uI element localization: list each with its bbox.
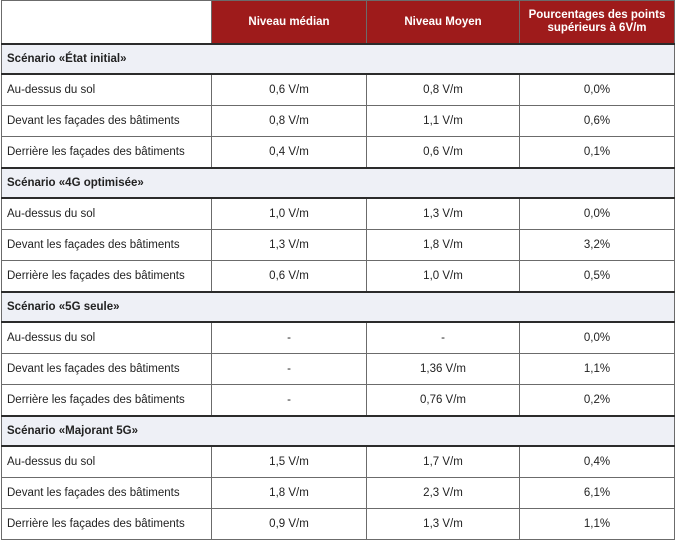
row-label-cell: Devant les façades des bâtiments xyxy=(1,229,212,261)
table-row: Au-dessus du sol 0,6 V/m 0,8 V/m 0,0% xyxy=(1,73,675,106)
scenario-header-row: Scénario «Majorant 5G» xyxy=(1,415,675,447)
median-value-cell: 1,5 V/m xyxy=(211,445,367,478)
row-label-cell: Au-dessus du sol xyxy=(1,445,212,478)
moyen-value-cell: 0,6 V/m xyxy=(366,136,520,169)
percentage-value-cell: 0,0% xyxy=(519,321,675,354)
moyen-value-cell: 1,3 V/m xyxy=(366,197,520,230)
results-table: Niveau médian Niveau Moyen Pourcentages … xyxy=(1,0,675,540)
row-label-cell: Derrière les façades des bâtiments xyxy=(1,508,212,540)
moyen-value-cell: 0,8 V/m xyxy=(366,73,520,106)
percentage-value-cell: 0,0% xyxy=(519,73,675,106)
table-row: Au-dessus du sol 1,5 V/m 1,7 V/m 0,4% xyxy=(1,445,675,478)
scenario-title: Scénario «État initial» xyxy=(1,43,675,75)
median-value-cell: - xyxy=(211,384,367,417)
row-label-cell: Devant les façades des bâtiments xyxy=(1,353,212,385)
moyen-value-cell: 1,1 V/m xyxy=(366,105,520,137)
table-row: Derrière les façades des bâtiments 0,9 V/… xyxy=(1,508,675,540)
table-row: Derrière les façades des bâtiments 0,4 V/… xyxy=(1,136,675,169)
table-body: Scénario «État initial» Au-dessus du sol 0… xyxy=(1,43,675,540)
row-label-cell: Derrière les façades des bâtiments xyxy=(1,384,212,417)
scenario-title: Scénario «4G optimisée» xyxy=(1,167,675,199)
median-value-cell: 0,8 V/m xyxy=(211,105,367,137)
percentage-value-cell: 0,5% xyxy=(519,260,675,293)
percentage-value-cell: 0,0% xyxy=(519,197,675,230)
row-label-cell: Derrière les façades des bâtiments xyxy=(1,260,212,293)
moyen-value-cell: 0,76 V/m xyxy=(366,384,520,417)
row-label-cell: Au-dessus du sol xyxy=(1,197,212,230)
median-value-cell: - xyxy=(211,321,367,354)
table-row: Au-dessus du sol - -0,0% xyxy=(1,321,675,354)
percentage-value-cell: 0,2% xyxy=(519,384,675,417)
median-value-cell: 1,8 V/m xyxy=(211,477,367,509)
header-percentage: Pourcentages des points supérieurs à 6V/… xyxy=(519,0,675,45)
row-label-cell: Devant les façades des bâtiments xyxy=(1,105,212,137)
row-label-cell: Derrière les façades des bâtiments xyxy=(1,136,212,169)
median-value-cell: - xyxy=(211,353,367,385)
median-value-cell: 0,6 V/m xyxy=(211,260,367,293)
table-row: Derrière les façades des bâtiments 0,6 V/… xyxy=(1,260,675,293)
row-label-cell: Au-dessus du sol xyxy=(1,73,212,106)
median-value-cell: 0,9 V/m xyxy=(211,508,367,540)
header-empty-cell xyxy=(1,0,212,45)
percentage-value-cell: 0,6% xyxy=(519,105,675,137)
percentage-value-cell: 1,1% xyxy=(519,508,675,540)
moyen-value-cell: - xyxy=(366,321,520,354)
percentage-value-cell: 0,1% xyxy=(519,136,675,169)
median-value-cell: 1,0 V/m xyxy=(211,197,367,230)
table-row: Devant les façades des bâtiments 0,8 V/m 1… xyxy=(1,105,675,137)
moyen-value-cell: 1,0 V/m xyxy=(366,260,520,293)
header-row: Niveau médian Niveau Moyen Pourcentages … xyxy=(1,0,675,45)
scenario-title: Scénario «Majorant 5G» xyxy=(1,415,675,447)
scenario-title: Scénario «5G seule» xyxy=(1,291,675,323)
moyen-value-cell: 2,3 V/m xyxy=(366,477,520,509)
table-row: Devant les façades des bâtiments -1,36 V/… xyxy=(1,353,675,385)
median-value-cell: 0,6 V/m xyxy=(211,73,367,106)
moyen-value-cell: 1,3 V/m xyxy=(366,508,520,540)
table-row: Devant les façades des bâtiments 1,8 V/m 2… xyxy=(1,477,675,509)
moyen-value-cell: 1,8 V/m xyxy=(366,229,520,261)
scenario-header-row: Scénario «4G optimisée» xyxy=(1,167,675,199)
header-median: Niveau médian xyxy=(211,0,367,45)
moyen-value-cell: 1,36 V/m xyxy=(366,353,520,385)
scenario-header-row: Scénario «État initial» xyxy=(1,43,675,75)
row-label-cell: Au-dessus du sol xyxy=(1,321,212,354)
percentage-value-cell: 0,4% xyxy=(519,445,675,478)
scenario-header-row: Scénario «5G seule» xyxy=(1,291,675,323)
median-value-cell: 0,4 V/m xyxy=(211,136,367,169)
table-row: Derrière les façades des bâtiments -0,76 … xyxy=(1,384,675,417)
header-moyen: Niveau Moyen xyxy=(366,0,520,45)
row-label-cell: Devant les façades des bâtiments xyxy=(1,477,212,509)
median-value-cell: 1,3 V/m xyxy=(211,229,367,261)
table-row: Au-dessus du sol 1,0 V/m 1,3 V/m 0,0% xyxy=(1,197,675,230)
percentage-value-cell: 1,1% xyxy=(519,353,675,385)
table-header: Niveau médian Niveau Moyen Pourcentages … xyxy=(1,0,675,45)
percentage-value-cell: 3,2% xyxy=(519,229,675,261)
table-row: Devant les façades des bâtiments 1,3 V/m 1… xyxy=(1,229,675,261)
moyen-value-cell: 1,7 V/m xyxy=(366,445,520,478)
percentage-value-cell: 6,1% xyxy=(519,477,675,509)
